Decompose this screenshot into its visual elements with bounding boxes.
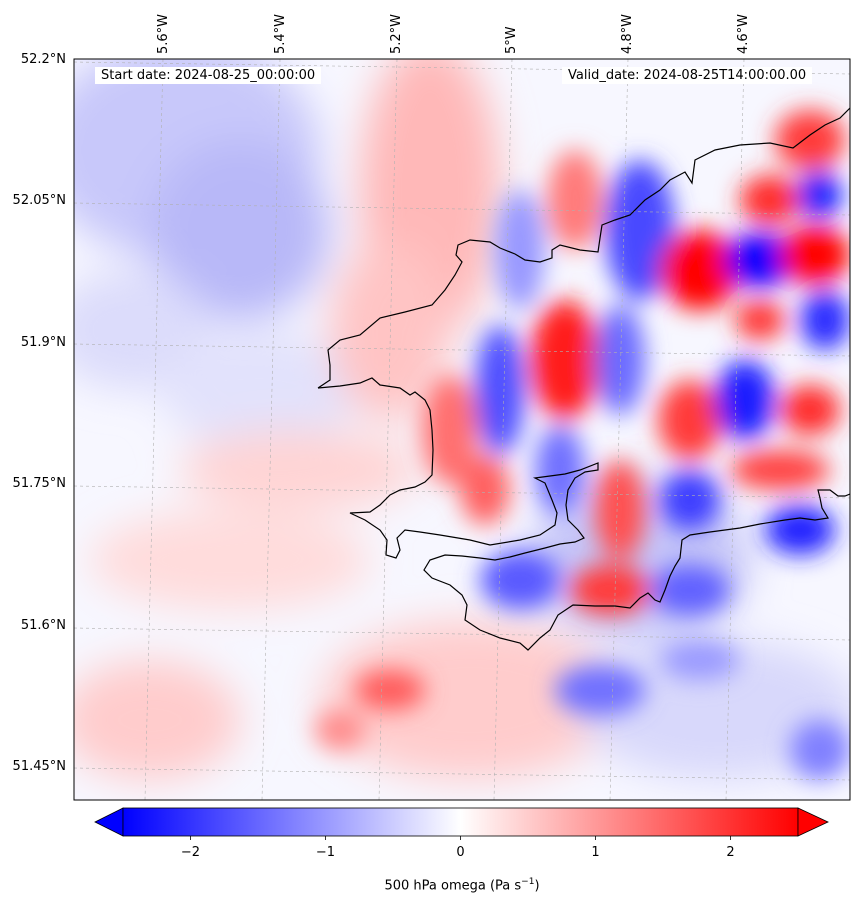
colorbar [94, 807, 829, 840]
start-date-label: Start date: 2024-08-25_00:00:00 [95, 67, 322, 84]
lon-tick-label: 5.6°W [156, 13, 171, 54]
lon-tick-label: 4.6°W [736, 13, 751, 54]
omega-field [74, 59, 850, 800]
colorbar-tick-label: −1 [315, 845, 336, 860]
lat-tick-label: 51.45°N [12, 759, 66, 774]
lat-tick-label: 52.2°N [20, 52, 66, 67]
lat-tick-label: 51.9°N [20, 335, 66, 350]
map-frame [73, 58, 851, 801]
valid-date-label: Valid_date: 2024-08-25T14:00:00.00 [562, 67, 813, 84]
colorbar-tick-marks [190, 836, 731, 840]
lon-tick-label: 5°W [504, 26, 519, 54]
lon-tick-label: 5.4°W [273, 13, 288, 54]
colorbar-tick-label: 0 [456, 845, 465, 860]
colorbar-label-text: 500 hPa omega (Pa s [384, 878, 522, 894]
colorbar-label: 500 hPa omega (Pa s−1) [384, 877, 539, 893]
lon-tick-label: 5.2°W [389, 13, 404, 54]
lat-tick-label: 51.6°N [20, 618, 66, 633]
colorbar-tick-label: 2 [726, 845, 735, 860]
colorbar-tick-label: 1 [591, 845, 600, 860]
lat-tick-label: 52.05°N [12, 193, 66, 208]
colorbar-label-close: ) [534, 878, 540, 894]
colorbar-min-extend [94, 807, 124, 837]
cells [315, 110, 850, 780]
lon-tick-label: 4.8°W [620, 13, 635, 54]
colorbar-tick-label: −2 [180, 845, 201, 860]
coastline [317, 107, 850, 651]
colorbar-label-exponent: −1 [521, 877, 535, 887]
colorbar-ramp [122, 807, 799, 837]
colorbar-max-extend [797, 807, 829, 837]
lat-tick-label: 51.75°N [12, 476, 66, 491]
